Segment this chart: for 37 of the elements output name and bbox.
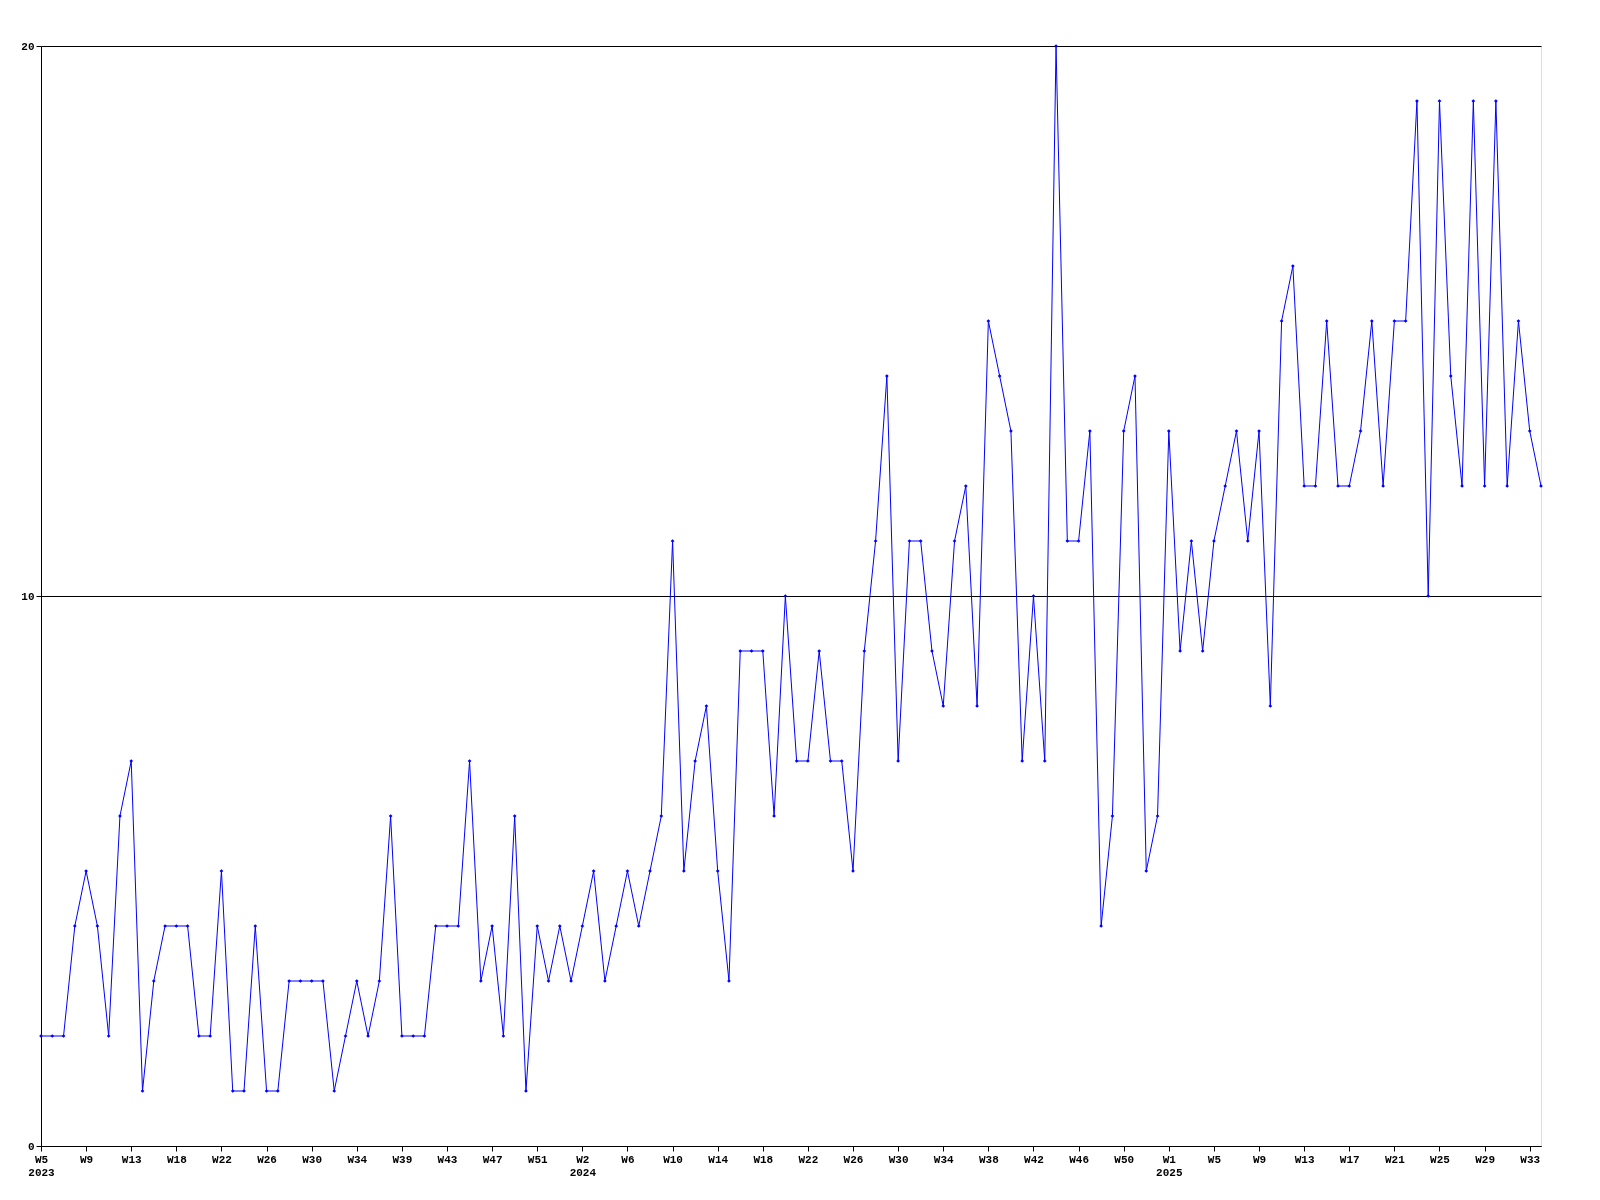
x-tick-label: W43 [437, 1153, 458, 1166]
x-tick-label: W47 [482, 1153, 503, 1166]
x-tick-label: W50 [1114, 1153, 1135, 1166]
x-tick-label: W34 [933, 1153, 955, 1166]
x-tick-label: W13 [121, 1153, 143, 1166]
x-tick-label: W10 [663, 1153, 683, 1166]
y-tick-label: 0 [27, 1140, 35, 1153]
x-tick-label: W13 [1294, 1153, 1315, 1166]
x-tick-label: W26 [843, 1153, 864, 1166]
x-tick-label: W29 [1475, 1153, 1496, 1166]
x-tick-label: W33 [1520, 1153, 1541, 1166]
x-tick-label: W25 [1430, 1153, 1451, 1166]
x-tick-label: W14 [708, 1153, 729, 1166]
x-tick-label: W2 2024 [569, 1153, 597, 1179]
x-tick-label: W42 [1024, 1153, 1044, 1166]
x-tick-label: W5 [1207, 1153, 1222, 1166]
x-tick-label: W18 [753, 1153, 774, 1166]
x-tick-label: W22 [212, 1153, 232, 1166]
x-tick-label: W17 [1339, 1153, 1360, 1166]
x-tick-label: W26 [257, 1153, 277, 1166]
y-tick-label: 10 [21, 590, 35, 603]
x-tick-label: W18 [166, 1153, 188, 1166]
x-tick-label: W39 [392, 1153, 413, 1166]
x-tick-label: W38 [978, 1153, 1000, 1166]
x-tick-label: W51 [527, 1153, 549, 1166]
x-tick-label: W34 [347, 1153, 368, 1166]
x-tick-label: W5 2023 [28, 1153, 56, 1179]
x-tick-label: W6 [621, 1153, 635, 1166]
x-tick-label: W21 [1384, 1153, 1406, 1166]
x-tick-label: W22 [798, 1153, 819, 1166]
y-tick-label: 20 [21, 40, 35, 53]
x-tick-label: W46 [1069, 1153, 1089, 1166]
x-tick-label: W30 [888, 1153, 909, 1166]
x-tick-label: W30 [302, 1153, 323, 1166]
x-tick-label: W9 [80, 1153, 94, 1166]
x-tick-label: W9 [1252, 1153, 1267, 1166]
x-tick-label: W1 2025 [1156, 1153, 1183, 1179]
